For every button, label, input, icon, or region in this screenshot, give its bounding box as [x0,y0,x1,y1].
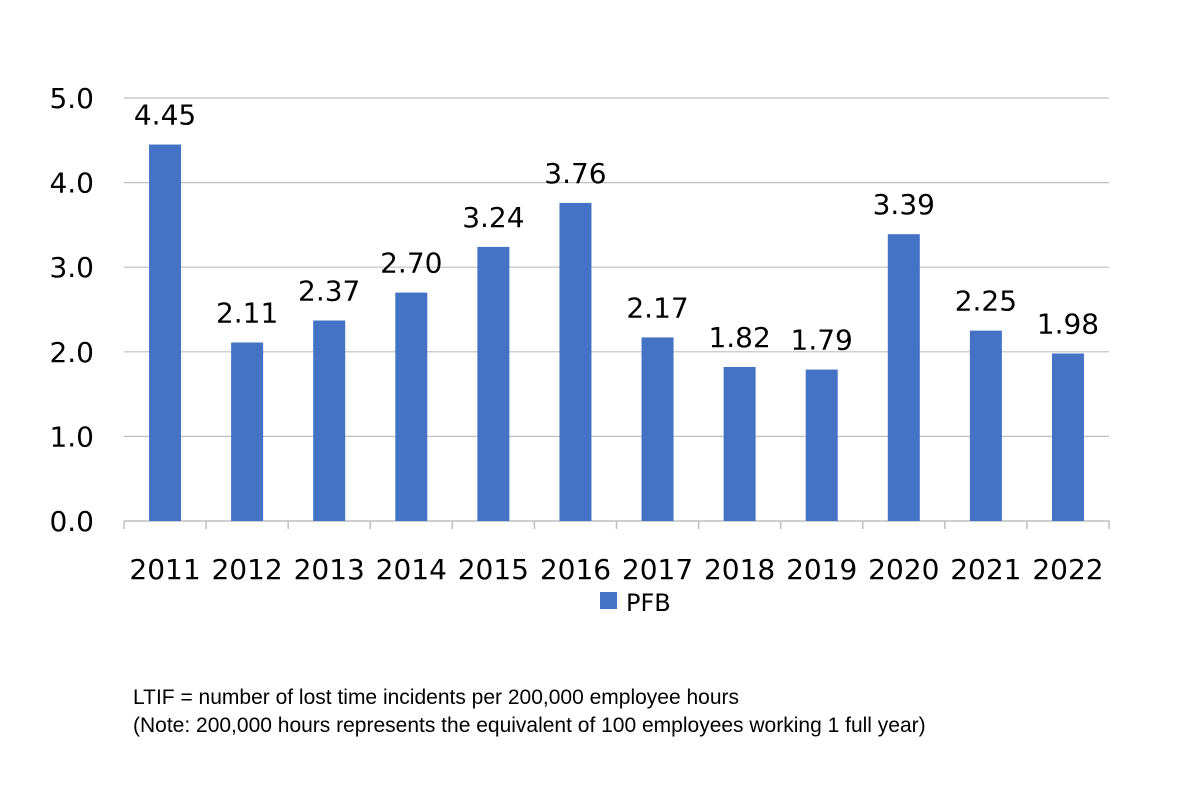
legend-swatch [600,592,617,609]
data-label: 2.37 [298,274,360,307]
x-tick-label: 2022 [1032,553,1103,586]
data-label: 1.79 [791,324,853,357]
bar-2017 [641,337,674,521]
data-label: 2.25 [955,285,1017,318]
y-tick-label: 5.0 [49,82,94,115]
x-tick-label: 2021 [950,553,1021,586]
x-tick-label: 2011 [129,553,200,586]
bar-2019 [805,369,838,521]
bar-2020 [887,234,920,521]
y-tick-label: 0.0 [49,505,94,538]
data-label: 4.45 [134,99,196,132]
bar-2022 [1051,353,1084,521]
x-tick-label: 2014 [376,553,447,586]
data-label: 3.39 [873,188,935,221]
data-label: 1.98 [1037,307,1099,340]
y-tick-label: 1.0 [49,420,94,453]
y-tick-label: 2.0 [49,336,94,369]
data-label: 1.82 [708,321,770,354]
x-tick-label: 2016 [540,553,611,586]
bar-2013 [313,320,346,521]
x-tick-label: 2017 [622,553,693,586]
x-tick-label: 2013 [294,553,365,586]
bar-2018 [723,367,756,521]
bar-2015 [477,246,510,521]
footnote-ltif-definition: LTIF = number of lost time incidents per… [133,686,740,709]
x-tick-label: 2012 [211,553,282,586]
x-tick-label: 2018 [704,553,775,586]
data-label: 2.11 [216,296,278,329]
bar-2011 [149,144,182,521]
bar-2014 [395,292,428,521]
x-tick-label: 2015 [458,553,529,586]
y-tick-label: 4.0 [49,167,94,200]
data-label: 3.24 [462,201,524,234]
bar-2012 [231,342,264,521]
footnote-hours-note: (Note: 200,000 hours represents the equi… [133,714,926,737]
y-tick-label: 3.0 [49,251,94,284]
data-label: 3.76 [544,157,606,190]
bar-2021 [969,330,1002,521]
x-tick-label: 2019 [786,553,857,586]
bar-2016 [559,202,592,522]
data-label: 2.17 [626,291,688,324]
legend-label: PFB [626,589,671,617]
data-label: 2.70 [380,247,442,280]
x-tick-label: 2020 [868,553,939,586]
bar-chart: 0.0 1.0 2.0 3.0 4.0 5.0 4.45 2011 2.11 2012 2.37 20… [49,82,1110,617]
